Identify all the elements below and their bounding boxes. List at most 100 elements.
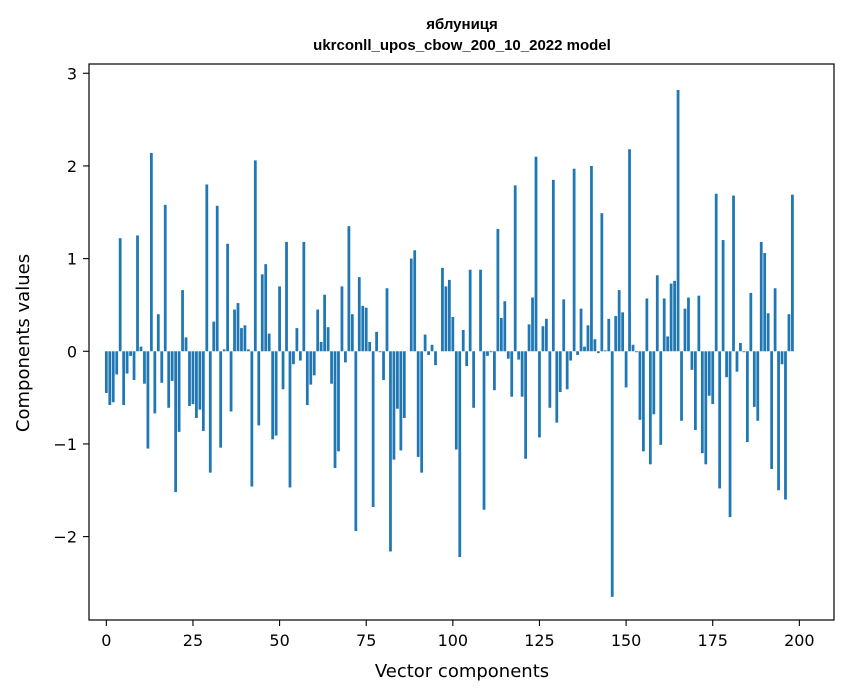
- bar-139: [586, 325, 590, 352]
- bar-4: [118, 238, 122, 352]
- chart-title-line1: яблуниця: [426, 16, 498, 33]
- bar-99: [447, 279, 451, 352]
- bar-89: [413, 250, 417, 352]
- bar-138: [583, 346, 586, 352]
- bar-57: [302, 241, 306, 352]
- bar-16: [160, 351, 164, 383]
- bar-160: [659, 351, 663, 445]
- bar-18: [167, 351, 171, 408]
- bar-74: [361, 305, 365, 352]
- bar-175: [711, 351, 715, 405]
- bar-5: [122, 351, 126, 406]
- bar-65: [330, 351, 333, 384]
- bar-28: [201, 351, 205, 431]
- bar-157: [648, 351, 652, 465]
- bar-163: [669, 283, 673, 352]
- bar-21: [177, 351, 181, 432]
- bar-93: [427, 351, 430, 355]
- chart-title-line2: ukrconll_upos_cbow_200_10_2022 model: [313, 37, 611, 54]
- bar-66: [333, 351, 337, 469]
- bar-184: [742, 351, 746, 353]
- bar-112: [493, 351, 496, 391]
- bar-70: [347, 226, 351, 352]
- bar-55: [295, 328, 299, 352]
- bar-198: [791, 194, 794, 352]
- x-axis-ticks: 0 25 50 75 100 125 150 175 200: [101, 620, 815, 650]
- y-tick-label: 2: [67, 157, 77, 176]
- plot-frame: [88, 63, 835, 621]
- bar-81: [385, 288, 389, 352]
- bar-25: [191, 351, 195, 405]
- bar-118: [513, 185, 517, 352]
- bar-162: [666, 336, 670, 352]
- bar-155: [642, 351, 645, 452]
- bar-36: [229, 351, 233, 412]
- bar-115: [503, 301, 507, 352]
- y-axis-ticks: −2 −1 0 1 2 3: [53, 64, 89, 547]
- bar-114: [499, 317, 503, 352]
- bar-122: [527, 324, 531, 352]
- bar-128: [548, 351, 552, 408]
- bar-134: [569, 351, 573, 361]
- bar-104: [465, 351, 469, 367]
- bar-132: [562, 299, 566, 352]
- bar-53: [288, 351, 292, 488]
- x-tick-label: 100: [438, 631, 469, 650]
- bar-56: [298, 351, 302, 361]
- bar-59: [309, 351, 313, 385]
- bar-113: [496, 228, 500, 352]
- bar-171: [697, 295, 701, 352]
- bar-72: [354, 351, 358, 532]
- y-tick-label: 3: [67, 64, 77, 83]
- bar-100: [451, 316, 455, 352]
- bar-181: [732, 195, 735, 352]
- bar-174: [707, 351, 711, 396]
- bar-92: [423, 334, 427, 352]
- bar-35: [226, 243, 229, 352]
- bar-156: [645, 298, 649, 352]
- bar-187: [752, 351, 756, 407]
- bar-176: [714, 193, 718, 352]
- bar-45: [260, 274, 264, 352]
- bar-147: [614, 316, 618, 352]
- bar-48: [271, 351, 275, 440]
- bar-120: [520, 351, 524, 397]
- x-tick-label: 0: [101, 631, 111, 650]
- bar-15: [156, 314, 160, 352]
- bar-196: [784, 351, 787, 500]
- bar-44: [257, 351, 261, 426]
- x-axis-label: Vector components: [375, 661, 549, 682]
- bar-76: [368, 342, 372, 352]
- bar-6: [125, 351, 129, 374]
- bar-172: [700, 351, 704, 454]
- bar-10: [139, 346, 143, 352]
- bar-23: [184, 337, 188, 352]
- bar-19: [170, 351, 174, 381]
- bar-85: [399, 351, 403, 451]
- bar-40: [243, 325, 247, 352]
- bar-169: [690, 351, 694, 370]
- x-tick-label: 50: [269, 631, 289, 650]
- bar-94: [430, 344, 434, 352]
- bar-84: [396, 351, 399, 409]
- bar-183: [739, 342, 742, 352]
- bar-90: [416, 351, 420, 457]
- bar-159: [655, 275, 659, 352]
- bar-29: [205, 184, 209, 352]
- x-tick-label: 175: [697, 631, 728, 650]
- bar-49: [274, 351, 278, 436]
- bar-77: [371, 351, 375, 507]
- bar-42: [250, 351, 254, 487]
- bar-135: [572, 168, 576, 352]
- bar-194: [777, 351, 780, 491]
- bar-8: [132, 351, 136, 380]
- bar-149: [621, 312, 625, 352]
- bar-79: [378, 351, 382, 353]
- y-axis-label: Components values: [13, 254, 34, 432]
- bar-153: [635, 351, 638, 353]
- bar-3: [115, 351, 119, 375]
- bar-125: [538, 351, 541, 438]
- bar-164: [673, 280, 676, 352]
- bar-197: [787, 314, 791, 352]
- bar-123: [531, 297, 534, 352]
